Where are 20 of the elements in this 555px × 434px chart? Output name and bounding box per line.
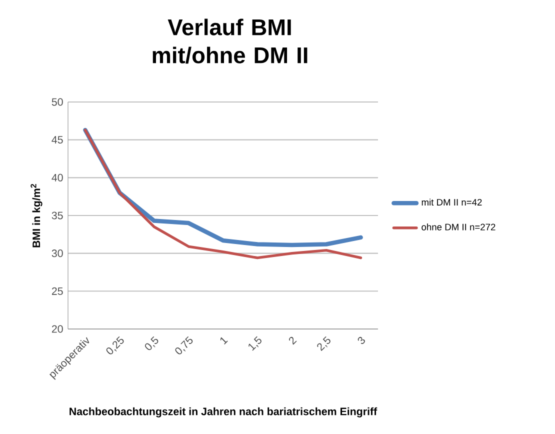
x-tick-label: 1,5 [248,336,262,351]
chart-title: Verlauf BMI mit/ohne DM II [152,18,308,64]
y-axis-title: BMI in kg/m$^{2}$ [30,184,42,248]
y-tick-label: 30 [52,250,63,258]
x-tick-label: 2,5 [317,336,330,352]
x-tick-label: 0,75 [175,336,193,354]
y-tick-label: 20 [52,325,63,333]
y-tick-label: 25 [52,287,63,295]
x-tick-label: 0,25 [106,336,124,354]
x-tick-label: 1 [220,337,228,344]
x-tick-label: 3 [358,336,365,344]
x-tick-label: 2 [289,336,297,345]
x-tick-label: 0,5 [144,336,158,350]
y-tick-label: 35 [52,212,63,220]
y-tick-label: 45 [52,136,63,144]
x-axis-title: Nachbeobachtungszeit in Jahren nach bariatrischem Eingriff [70,407,378,418]
y-tick-label: 50 [52,98,63,106]
y-tick-label: 40 [52,174,63,182]
legend-label: ohne DM II n=272 [422,224,496,230]
legend-label: mit DM II n=42 [422,198,482,206]
